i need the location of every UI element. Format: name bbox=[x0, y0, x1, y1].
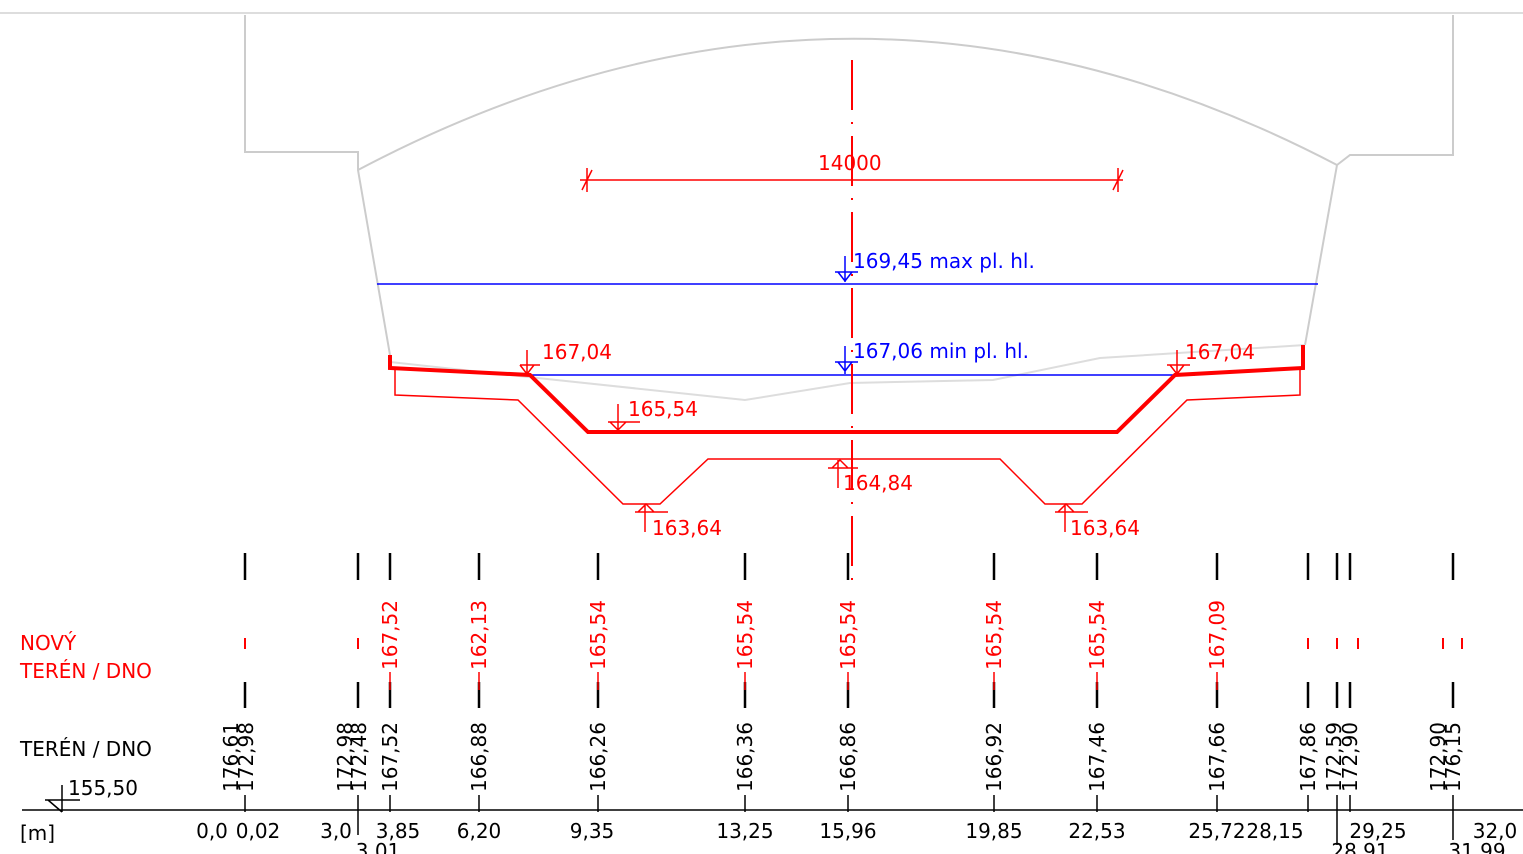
station: 0,02 bbox=[236, 819, 281, 843]
new-terrain-value: 165,54 bbox=[1085, 600, 1109, 670]
new-terrain-value: 165,54 bbox=[733, 600, 757, 670]
row-label: TERÉN / DNO bbox=[19, 737, 152, 761]
terrain-value: 167,86 bbox=[1296, 722, 1320, 792]
station: 25,72 bbox=[1188, 819, 1245, 843]
geometry bbox=[0, 12, 1523, 813]
station: 3,01 bbox=[356, 839, 401, 854]
level: 164,84 bbox=[843, 471, 913, 495]
new-terrain-value: 162,13 bbox=[467, 600, 491, 670]
terrain-value: 166,86 bbox=[836, 722, 860, 792]
station: 28,91 bbox=[1331, 839, 1388, 854]
row-label: TERÉN / DNO bbox=[19, 659, 152, 683]
terrain-value: 176,15 bbox=[1441, 722, 1465, 792]
station: 19,85 bbox=[965, 819, 1022, 843]
terrain-value: 172,48 bbox=[347, 722, 371, 792]
terrain-value: 166,88 bbox=[467, 722, 491, 792]
station: 28,15 bbox=[1246, 819, 1303, 843]
level: 163,64 bbox=[1070, 516, 1140, 540]
new-terrain-value: 165,54 bbox=[982, 600, 1006, 670]
terrain-value: 172,59 bbox=[1322, 722, 1346, 792]
terrain-value: 172,90 bbox=[1426, 722, 1450, 792]
station: 6,20 bbox=[457, 819, 502, 843]
new-terrain-value: 167,09 bbox=[1205, 600, 1229, 670]
unit: [m] bbox=[20, 821, 55, 845]
level-min: 167,06 min pl. hl. bbox=[853, 339, 1029, 363]
new-terrain-value: 165,54 bbox=[586, 600, 610, 670]
terrain-value: 172,90 bbox=[1338, 722, 1362, 792]
terrain-value: 166,26 bbox=[586, 722, 610, 792]
station: 3,0 bbox=[320, 819, 352, 843]
terrain-value: 167,66 bbox=[1205, 722, 1229, 792]
level-max: 169,45 max pl. hl. bbox=[853, 249, 1035, 273]
station: 15,96 bbox=[819, 819, 876, 843]
station: 29,25 bbox=[1349, 819, 1406, 843]
station: 31,99 bbox=[1448, 839, 1505, 854]
station: 3,85 bbox=[376, 819, 421, 843]
station: 0,0 bbox=[196, 819, 228, 843]
level: 163,64 bbox=[652, 516, 722, 540]
terrain-value: 172,98 bbox=[333, 722, 357, 792]
level: 165,54 bbox=[628, 397, 698, 421]
terrain-value: 167,52 bbox=[378, 722, 402, 792]
terrain-value: 166,36 bbox=[733, 722, 757, 792]
new-terrain-value: 165,54 bbox=[836, 600, 860, 670]
terrain-value: 167,46 bbox=[1085, 722, 1109, 792]
terrain-value: 172,98 bbox=[234, 722, 258, 792]
datum: 155,50 bbox=[68, 776, 138, 800]
terrain-value: 166,92 bbox=[982, 722, 1006, 792]
row-label: NOVÝ bbox=[20, 631, 77, 655]
terrain-value: 176,61 bbox=[219, 722, 243, 792]
station: 32,0 bbox=[1473, 819, 1518, 843]
new-terrain-value: 167,52 bbox=[378, 600, 402, 670]
station: 22,53 bbox=[1068, 819, 1125, 843]
level: 167,04 bbox=[1185, 340, 1255, 364]
station: 9,35 bbox=[570, 819, 615, 843]
dimension: 14000 bbox=[818, 151, 882, 175]
level: 167,04 bbox=[542, 340, 612, 364]
station: 13,25 bbox=[716, 819, 773, 843]
